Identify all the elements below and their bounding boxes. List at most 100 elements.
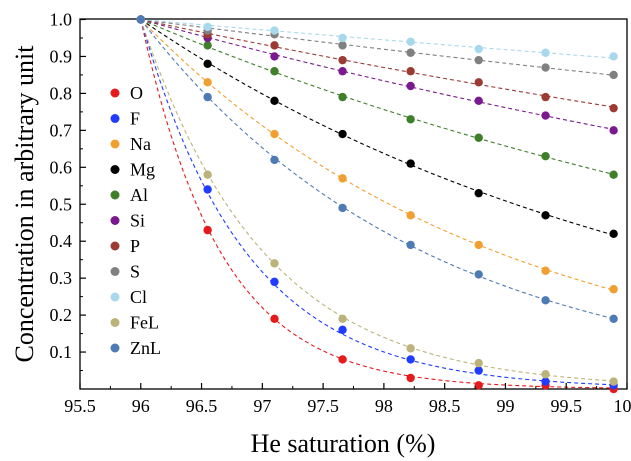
point-fel [338,314,347,323]
fit-curve-f [140,19,615,386]
point-al [406,115,415,124]
x-tick-label: 98 [375,396,393,416]
point-na [203,78,212,87]
point-si [609,126,618,135]
point-o [406,373,415,383]
point-cl [406,37,415,46]
point-o [338,355,347,364]
point-o [203,225,212,235]
legend-marker-f [110,114,120,123]
point-na [474,240,483,250]
point-si [270,52,279,61]
legend-marker-o [110,88,120,98]
point-f [203,185,212,194]
point-na [406,211,415,220]
legend-marker-si [110,216,120,225]
y-tick-label: 0.1 [50,342,73,362]
fit-curve-cl [140,18,615,59]
point-al [270,67,279,76]
legend-label-o: O [130,83,143,103]
legend-label-znl: ZnL [130,338,161,358]
point-fel [474,358,483,368]
point-f [541,377,550,386]
point-p [474,78,483,87]
x-tick-label: 97 [253,396,271,416]
y-axis-title: Concentration in arbitrary unit [10,45,39,363]
legend-marker-s [110,267,120,276]
point-al [474,133,483,142]
legend-marker-znl [110,343,120,353]
point-cl [338,33,347,43]
plot-frame [79,18,628,390]
point-f [338,325,347,335]
y-tick-label: 0.9 [50,46,73,66]
legend-label-si: Si [130,211,145,231]
legend: OF Na Mg Al Si PS Cl FeL ZnL [110,83,161,358]
legend-marker-fel [110,318,120,327]
point-s [541,63,550,72]
point-p [270,41,279,50]
legend-label-mg: Mg [130,160,155,180]
point-mg [474,188,483,198]
x-tick-label: 97.5 [307,396,339,416]
legend-label-al: Al [130,185,148,205]
x-tick-label: 100 [614,396,631,416]
point-znl [609,314,618,323]
point-na [541,266,550,275]
x-tick-label: 99 [496,396,514,416]
y-tick-label: 0.2 [50,305,73,325]
point-si [406,81,415,91]
point-znl [338,203,347,213]
point-f [406,355,415,364]
y-tick-label: 0.8 [50,83,73,103]
point-si [338,67,347,76]
point-mg [338,129,347,139]
point-znl [541,296,550,305]
point-cl [474,44,483,54]
legend-label-cl: Cl [130,287,147,307]
x-tick-label: 96.5 [186,396,218,416]
point-znl [406,240,415,250]
x-tick-label: 96 [132,396,150,416]
legend-marker-na [110,139,120,149]
point-mg [406,159,415,168]
fit-curve-znl [140,19,615,320]
y-tick-label: 0.7 [50,120,73,140]
y-tick-label: 0.6 [50,157,73,177]
point-na [338,174,347,183]
y-tick-label: 0.4 [50,231,73,251]
fit-curve-si [140,18,615,131]
point-p [338,55,347,65]
point-cl [270,26,279,35]
x-tick-label: 99.5 [550,396,582,416]
point-s [338,41,347,50]
legend-label-na: Na [130,134,151,154]
point-mg [541,211,550,220]
legend-label-p: P [130,236,140,256]
fit-curve-o [140,19,615,389]
x-tick-label: 98.5 [429,396,461,416]
data-points [136,15,618,394]
y-tick-label: 1.0 [50,10,73,30]
x-axis-title: He saturation (%) [251,429,436,458]
fit-curves [140,18,615,389]
y-tick-label: 0.3 [50,268,73,288]
x-axis-ticks: 95.5 96 96.5 97 97.5 98 98.5 99 99.5 100 [64,383,631,416]
point-p [406,67,415,76]
point-al [541,152,550,161]
point-fel [203,170,212,179]
point-si [474,96,483,105]
point-fel [406,344,415,353]
point-na [609,285,618,294]
point-p [541,92,550,102]
legend-marker-al [110,190,120,200]
point-f [270,277,279,287]
point-cl [541,48,550,57]
point-al [203,41,212,50]
y-axis-ticks: 0.1 0.2 0.3 0.4 0.5 0.6 0.7 0.8 0.9 1.0 [50,10,86,372]
legend-label-s: S [130,262,140,282]
point-si [541,111,550,120]
point-fel [270,259,279,268]
point-fel [609,377,618,386]
